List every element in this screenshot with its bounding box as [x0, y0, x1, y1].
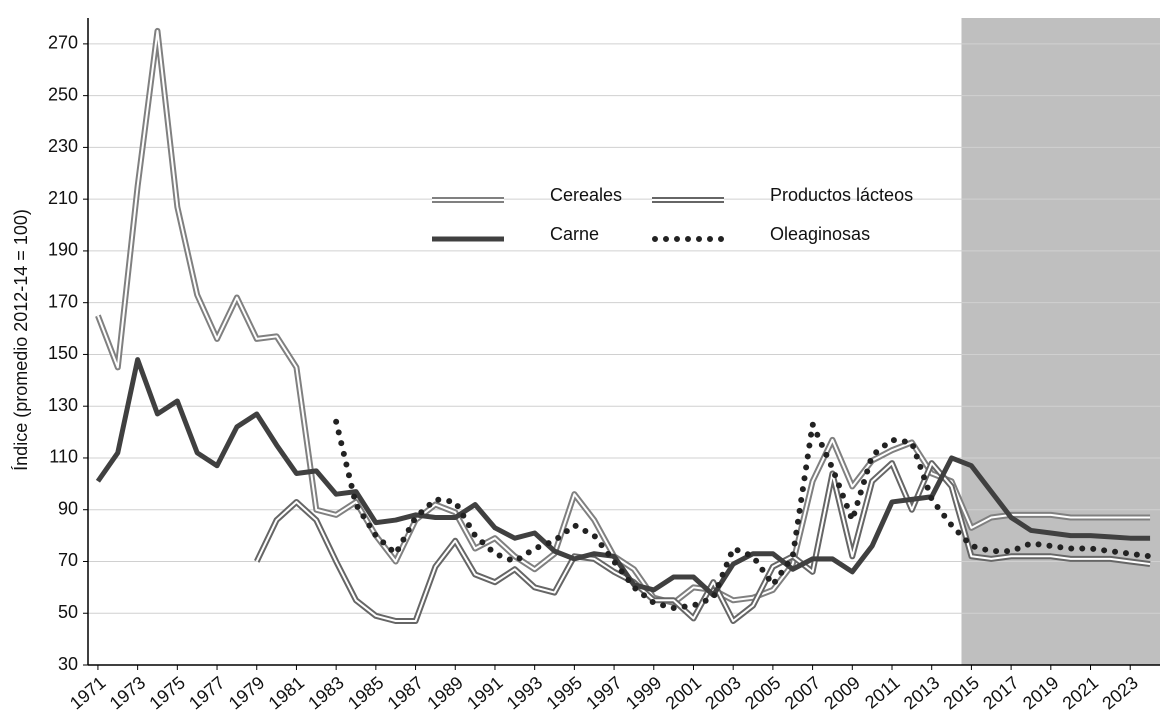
y-tick-label: 170 [48, 291, 78, 311]
y-tick-label: 130 [48, 395, 78, 415]
x-tick-label: 1997 [582, 672, 626, 713]
x-tick-label: 1999 [622, 672, 666, 713]
x-tick-label: 2013 [900, 672, 944, 713]
series-line [96, 29, 1151, 604]
y-tick-label: 270 [48, 33, 78, 53]
x-tick-label: 1995 [542, 672, 586, 713]
x-tick-label: 1975 [145, 672, 189, 713]
x-tick-label: 1983 [304, 672, 348, 713]
legend-label: Cereales [550, 185, 622, 205]
legend-label: Oleaginosas [770, 224, 870, 244]
x-tick-label: 1971 [66, 672, 110, 713]
projection-shade [961, 18, 1160, 665]
legend-label: Productos lácteos [770, 185, 913, 205]
x-tick-label: 2015 [939, 672, 983, 713]
x-tick-label: 2017 [979, 672, 1023, 713]
x-tick-label: 1991 [463, 672, 507, 713]
x-tick-label: 1979 [225, 672, 269, 713]
x-tick-label: 1977 [185, 672, 229, 713]
legend-label: Carne [550, 224, 599, 244]
x-tick-label: 1985 [344, 672, 388, 713]
x-tick-label: 2003 [701, 672, 745, 713]
y-tick-label: 250 [48, 84, 78, 104]
x-tick-label: 2011 [861, 672, 904, 712]
x-tick-label: 2023 [1098, 672, 1142, 713]
x-tick-label: 1989 [423, 672, 467, 713]
y-tick-label: 110 [49, 447, 78, 467]
y-tick-label: 150 [48, 343, 78, 363]
y-tick-label: 210 [48, 188, 78, 208]
y-tick-label: 90 [58, 498, 78, 518]
x-tick-label: 2009 [820, 672, 864, 713]
x-tick-label: 2005 [741, 672, 785, 713]
y-tick-label: 70 [58, 550, 78, 570]
x-tick-label: 2019 [1019, 672, 1063, 713]
x-tick-label: 1993 [503, 672, 547, 713]
x-tick-label: 1987 [384, 672, 428, 713]
y-axis-label: Índice (promedio 2012-14 = 100) [11, 209, 31, 471]
y-tick-label: 230 [48, 136, 78, 156]
x-tick-label: 1981 [265, 672, 309, 713]
y-tick-label: 30 [58, 654, 78, 674]
x-tick-label: 2001 [662, 672, 706, 713]
x-tick-label: 1973 [106, 672, 150, 713]
x-tick-label: 2007 [781, 672, 825, 713]
y-tick-label: 50 [58, 602, 78, 622]
x-tick-label: 2021 [1059, 672, 1103, 713]
y-tick-label: 190 [48, 240, 78, 260]
